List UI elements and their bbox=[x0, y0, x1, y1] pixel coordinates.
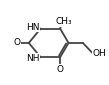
Text: HN: HN bbox=[26, 23, 39, 32]
Text: NH: NH bbox=[26, 54, 39, 63]
Text: CH₃: CH₃ bbox=[56, 17, 73, 26]
Text: O: O bbox=[14, 38, 20, 47]
Text: O: O bbox=[57, 65, 64, 74]
Text: OH: OH bbox=[93, 49, 106, 58]
